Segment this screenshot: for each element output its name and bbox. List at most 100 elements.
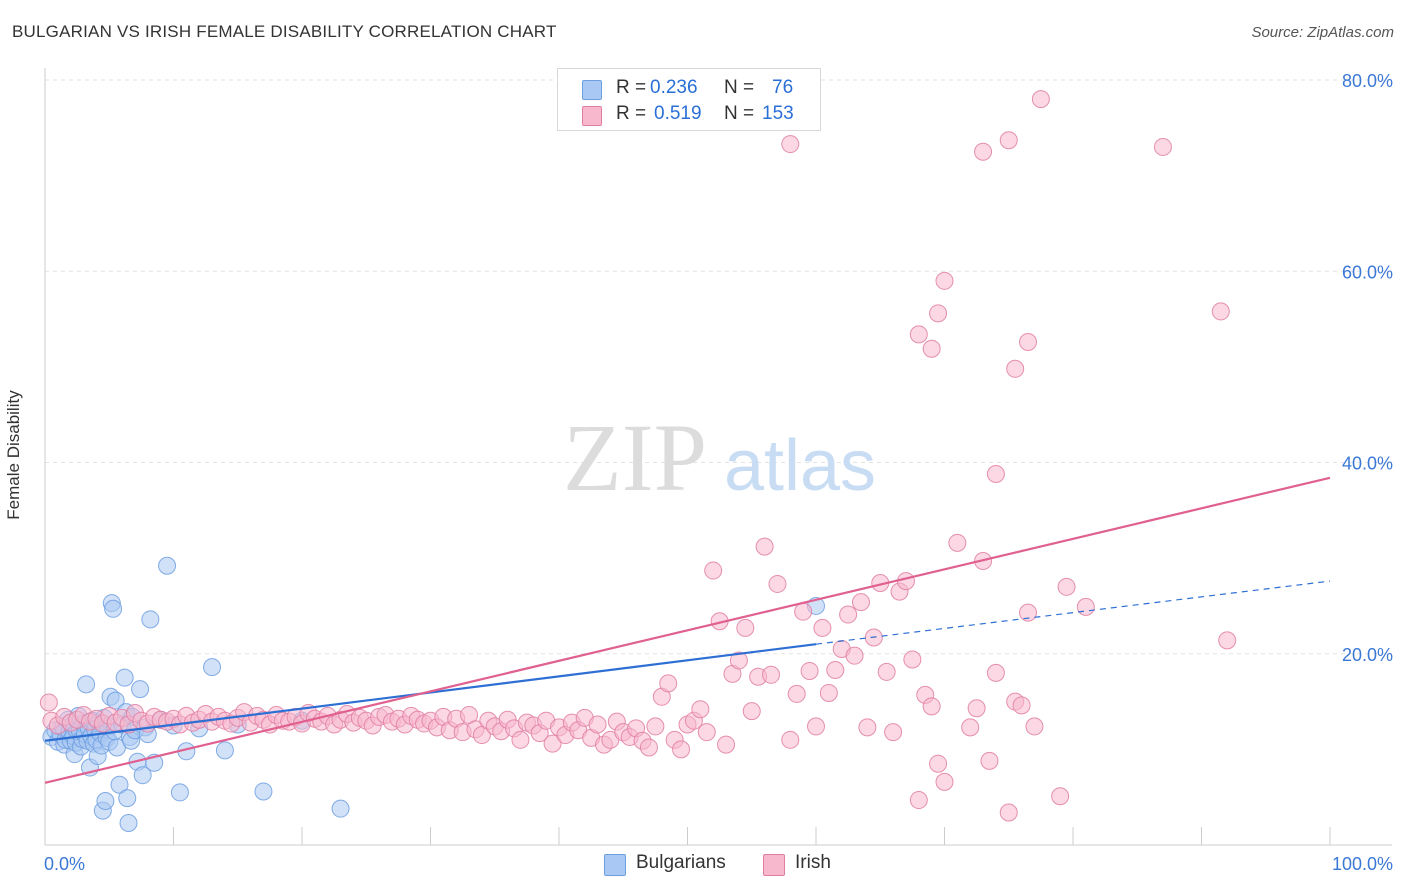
- legend-r-label: R =: [616, 103, 647, 124]
- point-irish: [935, 271, 954, 290]
- point-irish: [896, 572, 915, 591]
- point-irish: [755, 537, 774, 556]
- point-irish: [1211, 302, 1230, 321]
- bottom-legend-label-bulgarians: Bulgarians: [636, 852, 726, 873]
- point-bulgarians: [119, 814, 138, 833]
- point-bulgarians: [254, 782, 273, 801]
- legend-r-value: 0.236: [650, 77, 698, 98]
- legend-r-label: R =: [616, 77, 647, 98]
- point-irish: [781, 730, 800, 749]
- bottom-legend-label-irish: Irish: [795, 852, 831, 873]
- point-bulgarians: [106, 691, 125, 710]
- point-irish: [39, 693, 58, 712]
- point-irish: [884, 723, 903, 742]
- point-irish: [813, 618, 832, 637]
- point-irish: [588, 715, 607, 734]
- point-irish: [659, 674, 678, 693]
- legend: R = 0.236 N = 76 R = 0.519 N = 153: [557, 68, 821, 131]
- point-irish: [787, 684, 806, 703]
- point-irish: [1019, 333, 1038, 352]
- point-irish: [839, 605, 858, 624]
- point-irish: [768, 574, 787, 593]
- point-irish: [697, 723, 716, 742]
- point-bulgarians: [115, 668, 134, 687]
- point-irish: [781, 135, 800, 154]
- point-bulgarians: [215, 741, 234, 760]
- point-bulgarians: [203, 658, 222, 677]
- point-irish: [903, 650, 922, 669]
- point-irish: [1025, 717, 1044, 736]
- point-irish: [762, 665, 781, 684]
- point-bulgarians: [158, 556, 177, 575]
- point-irish: [729, 651, 748, 670]
- point-irish: [967, 699, 986, 718]
- watermark: ZIP atlas: [563, 404, 876, 511]
- legend-swatch-irish: [582, 106, 602, 126]
- point-irish: [736, 618, 755, 637]
- chart-title: BULGARIAN VS IRISH FEMALE DISABILITY COR…: [12, 22, 557, 41]
- point-irish: [717, 735, 736, 754]
- point-irish: [826, 661, 845, 680]
- y-tick-label: 40.0%: [1342, 454, 1393, 474]
- point-irish: [929, 304, 948, 323]
- point-irish: [691, 700, 710, 719]
- point-irish: [800, 661, 819, 680]
- point-irish: [646, 717, 665, 736]
- point-irish: [851, 593, 870, 612]
- point-irish: [922, 697, 941, 716]
- bottom-legend-swatch-irish: [763, 854, 785, 876]
- point-irish: [1051, 787, 1070, 806]
- y-tick-label: 80.0%: [1342, 71, 1393, 91]
- trend-layer: [44, 476, 1331, 784]
- y-tick-label: 60.0%: [1342, 262, 1393, 282]
- point-irish: [845, 646, 864, 665]
- watermark-zip: ZIP: [563, 404, 707, 511]
- point-bulgarians: [118, 789, 137, 808]
- point-irish: [1153, 137, 1172, 156]
- bottom-legend-swatch-bulgarians: [604, 854, 626, 876]
- point-irish: [1019, 603, 1038, 622]
- point-bulgarians: [170, 783, 189, 802]
- legend-n-label: N =: [724, 103, 755, 124]
- trendline-irish: [44, 476, 1331, 784]
- point-bulgarians: [104, 599, 123, 618]
- point-irish: [948, 533, 967, 552]
- points-layer: [39, 90, 1237, 833]
- point-irish: [639, 738, 658, 757]
- point-irish: [543, 734, 562, 753]
- point-irish: [929, 754, 948, 773]
- legend-swatch-bulgarians: [582, 80, 602, 100]
- point-bulgarians: [77, 675, 96, 694]
- point-irish: [819, 683, 838, 702]
- x-tick-label: 0.0%: [44, 854, 85, 874]
- point-irish: [704, 561, 723, 580]
- point-irish: [1031, 90, 1050, 109]
- point-irish: [1076, 597, 1095, 616]
- point-irish: [1218, 631, 1237, 650]
- point-bulgarians: [133, 766, 152, 785]
- point-bulgarians: [110, 775, 129, 794]
- y-tick-label: 20.0%: [1342, 645, 1393, 665]
- chart-source: Source: ZipAtlas.com: [1251, 24, 1394, 41]
- point-irish: [999, 131, 1018, 150]
- point-irish: [1057, 577, 1076, 596]
- point-bulgarians: [331, 799, 350, 818]
- point-irish: [922, 339, 941, 358]
- tick-label-layer: 20.0% 40.0% 60.0% 80.0% 0.0% 100.0%: [44, 71, 1393, 874]
- point-irish: [935, 772, 954, 791]
- legend-n-label: N =: [724, 77, 755, 98]
- point-bulgarians: [131, 680, 150, 699]
- point-irish: [1006, 359, 1025, 378]
- legend-n-value: 76: [772, 77, 794, 98]
- point-irish: [807, 717, 825, 736]
- point-bulgarians: [141, 610, 160, 629]
- point-irish: [980, 751, 999, 770]
- point-irish: [986, 663, 1005, 682]
- legend-r-value: 0.519: [654, 103, 702, 124]
- point-irish: [909, 791, 928, 810]
- point-irish: [986, 464, 1005, 483]
- trendline-bulgarians: [44, 643, 817, 742]
- point-irish: [909, 325, 928, 344]
- grid-layer: [45, 79, 1392, 655]
